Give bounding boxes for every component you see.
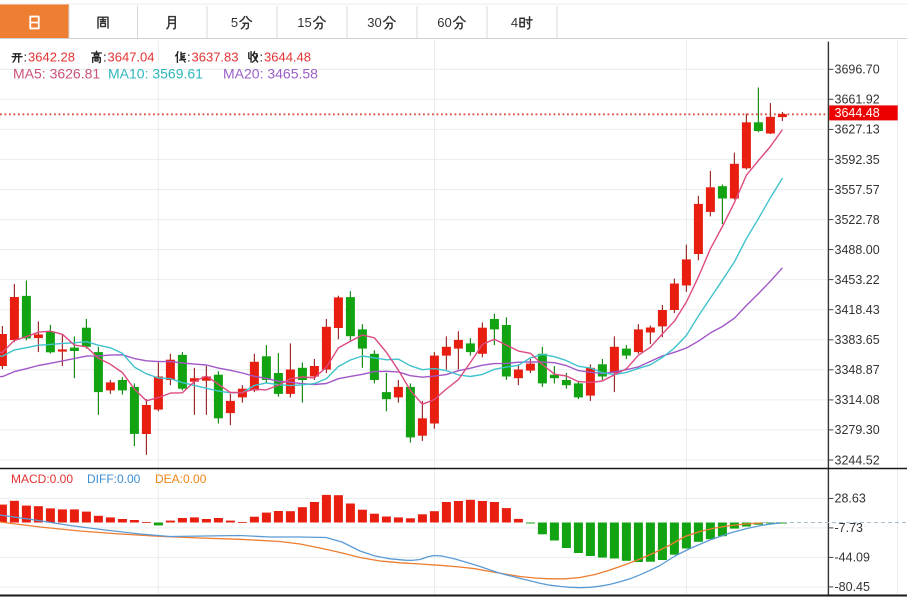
svg-text::: : [24,50,28,65]
svg-text:-7.73: -7.73 [835,521,864,535]
svg-text:3696.70: 3696.70 [835,63,880,77]
svg-text:4: 4 [511,15,518,30]
svg-text:3661.92: 3661.92 [835,93,880,107]
svg-text::: : [187,50,191,65]
svg-text:3592.35: 3592.35 [835,153,880,167]
svg-text:3642.28: 3642.28 [28,50,75,65]
svg-text:3557.57: 3557.57 [835,183,880,197]
svg-text:MA10: 3569.61: MA10: 3569.61 [108,66,203,82]
svg-text:3348.87: 3348.87 [835,363,880,377]
svg-text:3453.22: 3453.22 [835,273,880,287]
svg-text:3644.48: 3644.48 [264,50,311,65]
svg-text:3244.52: 3244.52 [835,453,880,467]
svg-text:3637.83: 3637.83 [192,50,239,65]
svg-text:5: 5 [231,15,238,30]
svg-text:3627.13: 3627.13 [835,123,880,137]
svg-text:30: 30 [367,15,381,30]
svg-text::: : [103,50,107,65]
svg-text:DIFF:0.00: DIFF:0.00 [87,472,141,486]
svg-text:3279.30: 3279.30 [835,423,880,437]
svg-text::: : [260,50,264,65]
svg-text:60: 60 [437,15,451,30]
svg-text:3383.65: 3383.65 [835,333,880,347]
svg-text:3644.48: 3644.48 [835,106,880,120]
svg-text:-44.09: -44.09 [835,551,870,565]
svg-text:3522.78: 3522.78 [835,213,880,227]
svg-text:MA20: 3465.58: MA20: 3465.58 [223,66,318,82]
svg-text:MACD:0.00: MACD:0.00 [11,472,73,486]
svg-text:3488.00: 3488.00 [835,243,880,257]
svg-text:15: 15 [297,15,311,30]
svg-text:DEA:0.00: DEA:0.00 [155,472,207,486]
svg-text:MA5: 3626.81: MA5: 3626.81 [13,66,100,82]
svg-text:28.63: 28.63 [835,492,866,506]
svg-text:3418.43: 3418.43 [835,303,880,317]
svg-text:3647.04: 3647.04 [108,50,155,65]
svg-text:-80.45: -80.45 [835,580,870,594]
svg-text:3314.08: 3314.08 [835,393,880,407]
